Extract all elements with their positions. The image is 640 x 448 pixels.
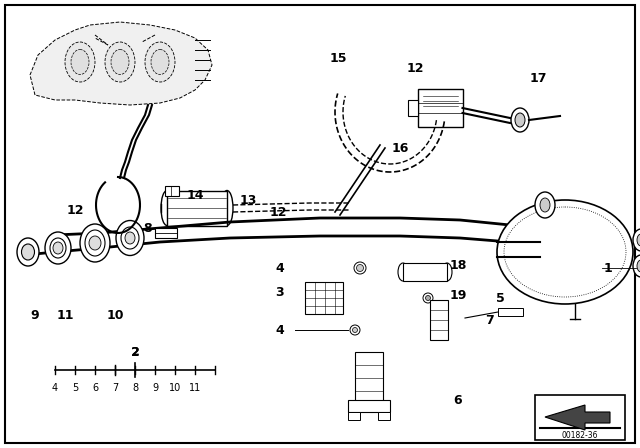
Ellipse shape xyxy=(633,255,640,277)
Text: 16: 16 xyxy=(391,142,409,155)
Bar xyxy=(430,300,448,340)
Ellipse shape xyxy=(350,325,360,335)
Text: 9: 9 xyxy=(31,309,39,322)
Text: 10: 10 xyxy=(106,309,124,322)
Ellipse shape xyxy=(637,260,640,272)
Ellipse shape xyxy=(50,238,66,258)
Ellipse shape xyxy=(221,190,233,225)
Text: 5: 5 xyxy=(72,383,78,393)
Ellipse shape xyxy=(633,229,640,251)
Ellipse shape xyxy=(17,238,39,266)
Ellipse shape xyxy=(85,230,105,256)
Text: 4: 4 xyxy=(276,262,284,275)
Ellipse shape xyxy=(145,42,175,82)
Polygon shape xyxy=(545,405,610,430)
Ellipse shape xyxy=(637,234,640,246)
Text: 4: 4 xyxy=(52,383,58,393)
Text: 12: 12 xyxy=(406,61,424,74)
Ellipse shape xyxy=(53,242,63,254)
Bar xyxy=(155,228,177,238)
Text: 15: 15 xyxy=(329,52,347,65)
Text: 14: 14 xyxy=(186,189,204,202)
Polygon shape xyxy=(30,22,212,105)
Ellipse shape xyxy=(89,236,101,250)
Ellipse shape xyxy=(125,232,135,244)
Ellipse shape xyxy=(45,232,71,264)
Text: 7: 7 xyxy=(486,314,494,327)
Ellipse shape xyxy=(353,327,358,332)
Bar xyxy=(167,190,227,225)
Bar xyxy=(355,352,383,402)
Bar xyxy=(417,89,463,127)
Text: 2: 2 xyxy=(131,347,139,357)
Text: 6: 6 xyxy=(454,393,462,406)
Text: 18: 18 xyxy=(449,258,467,271)
Text: 2: 2 xyxy=(131,345,140,358)
Ellipse shape xyxy=(161,190,173,225)
Bar xyxy=(348,412,360,420)
Bar xyxy=(408,100,417,116)
Text: 17: 17 xyxy=(529,72,547,85)
Ellipse shape xyxy=(497,200,633,304)
Bar xyxy=(378,412,390,420)
Ellipse shape xyxy=(354,262,366,274)
Ellipse shape xyxy=(71,49,89,74)
Ellipse shape xyxy=(111,49,129,74)
Text: 11: 11 xyxy=(56,309,74,322)
Bar xyxy=(535,395,625,440)
Ellipse shape xyxy=(105,42,135,82)
Ellipse shape xyxy=(80,224,110,262)
Text: 1: 1 xyxy=(604,262,612,275)
Text: 13: 13 xyxy=(239,194,257,207)
Text: 6: 6 xyxy=(92,383,98,393)
Bar xyxy=(498,308,523,316)
Text: 12: 12 xyxy=(269,206,287,219)
Bar xyxy=(348,400,390,412)
Circle shape xyxy=(426,296,431,301)
Text: 10: 10 xyxy=(169,383,181,393)
Text: 8: 8 xyxy=(144,221,152,234)
Text: 3: 3 xyxy=(276,285,284,298)
Bar xyxy=(403,263,447,281)
Text: 11: 11 xyxy=(189,383,201,393)
Text: 00182-36: 00182-36 xyxy=(562,431,598,439)
Text: 7: 7 xyxy=(112,383,118,393)
Ellipse shape xyxy=(511,108,529,132)
Ellipse shape xyxy=(442,263,452,281)
Ellipse shape xyxy=(116,220,144,255)
Text: 5: 5 xyxy=(495,292,504,305)
Ellipse shape xyxy=(398,263,408,281)
Ellipse shape xyxy=(65,42,95,82)
Ellipse shape xyxy=(540,198,550,212)
Circle shape xyxy=(423,293,433,303)
Ellipse shape xyxy=(121,227,139,249)
Ellipse shape xyxy=(356,264,364,271)
Text: 12: 12 xyxy=(67,203,84,216)
Ellipse shape xyxy=(515,113,525,127)
Bar xyxy=(165,186,179,196)
Ellipse shape xyxy=(151,49,169,74)
Ellipse shape xyxy=(535,192,555,218)
Text: 19: 19 xyxy=(449,289,467,302)
Text: 4: 4 xyxy=(276,323,284,336)
Bar xyxy=(305,282,343,314)
Text: 9: 9 xyxy=(152,383,158,393)
Ellipse shape xyxy=(22,244,35,260)
Text: 8: 8 xyxy=(132,383,138,393)
